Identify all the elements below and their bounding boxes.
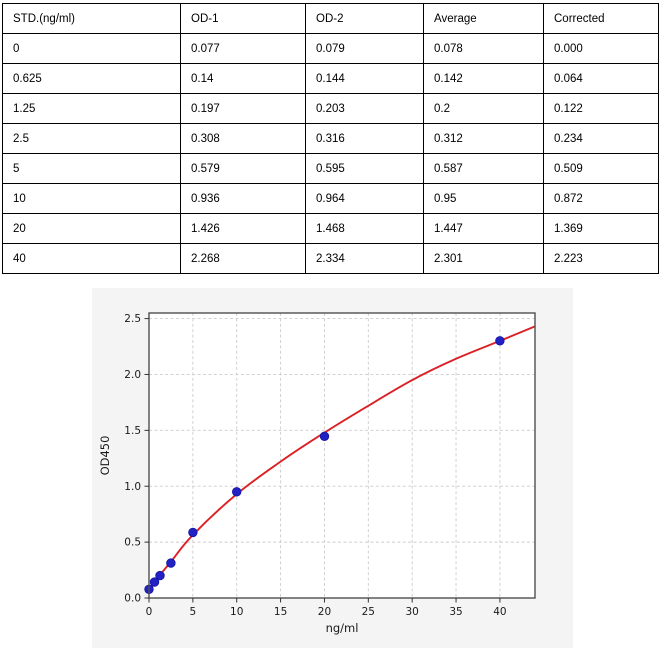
- od-value-cell: 1.369: [543, 213, 659, 244]
- table-row: 0 0.077 0.079 0.078 0.000: [2, 33, 659, 64]
- od-value-cell: 0.872: [543, 183, 659, 214]
- x-tick-label: 0: [146, 606, 153, 618]
- od-value-cell: 1.447: [423, 213, 544, 244]
- y-tick-label: 0.5: [124, 537, 141, 549]
- od-value-cell: 0.95: [423, 183, 544, 214]
- y-tick-label: 1.5: [124, 425, 141, 437]
- od-value-cell: 0.122: [543, 93, 659, 124]
- data-point-marker: [495, 336, 505, 346]
- od-value-cell: 0.316: [305, 123, 424, 154]
- y-axis-label: OD450: [98, 436, 112, 476]
- standards-table: STD.(ng/ml) OD-1 OD-2 Average Corrected 0 0.0…: [2, 3, 659, 274]
- data-point-marker: [149, 577, 160, 587]
- y-tick-label: 0.0: [124, 593, 141, 605]
- std-concentration-cell: 5: [2, 153, 181, 184]
- od-value-cell: 0.964: [305, 183, 424, 214]
- tick-labels: 0 5 10 15 20 25 30 35 40 0.0 0.5 1.0 1.5 2.0 2.5: [124, 313, 506, 618]
- table-row: 0.625 0.14 0.144 0.142 0.064: [2, 63, 659, 94]
- y-tick-label: 1.0: [124, 481, 141, 493]
- axes-frame: [148, 312, 536, 599]
- data-point-marker: [231, 487, 242, 497]
- column-header: STD.(ng/ml): [2, 3, 181, 34]
- table-row: 10 0.936 0.964 0.95 0.872: [2, 183, 659, 214]
- table-row: 1.25 0.197 0.203 0.2 0.122: [2, 93, 659, 124]
- od-value-cell: 0.509: [543, 153, 659, 184]
- od-value-cell: 0.587: [423, 153, 544, 184]
- std-concentration-cell: 1.25: [2, 93, 181, 124]
- od-value-cell: 2.268: [180, 243, 306, 274]
- od-value-cell: 1.426: [180, 213, 306, 244]
- x-tick-label: 5: [190, 606, 197, 618]
- od-value-cell: 0.308: [180, 123, 306, 154]
- plot-area: [149, 313, 535, 598]
- column-header: OD-1: [180, 3, 306, 34]
- table-header-row: STD.(ng/ml) OD-1 OD-2 Average Corrected: [2, 3, 659, 34]
- od-value-cell: 0.078: [423, 33, 544, 64]
- x-tick-label: 10: [230, 606, 243, 618]
- std-concentration-cell: 10: [2, 183, 181, 214]
- od-value-cell: 2.301: [423, 243, 544, 274]
- od-value-cell: 0.197: [180, 93, 306, 124]
- std-concentration-cell: 40: [2, 243, 181, 274]
- od-value-cell: 0.2: [423, 93, 544, 124]
- x-axis-label: ng/ml: [326, 621, 359, 635]
- data-point-marker: [319, 431, 330, 442]
- column-header: OD-2: [305, 3, 424, 34]
- std-concentration-cell: 0: [2, 33, 181, 64]
- od-value-cell: 2.223: [543, 243, 659, 274]
- x-tick-label: 30: [405, 606, 418, 618]
- table-body: 0 0.077 0.079 0.078 0.000 0.625 0.14 0.144 0.142…: [2, 33, 659, 274]
- standard-curve-chart-panel: 0 5 10 15 20 25 30 35 40 0.0 0.5 1.0 1.5 2.0 2.5 ng/ml O…: [92, 288, 573, 648]
- std-concentration-cell: 0.625: [2, 63, 181, 94]
- od-value-cell: 0.595: [305, 153, 424, 184]
- od-value-cell: 0.000: [543, 33, 659, 64]
- od-value-cell: 0.579: [180, 153, 306, 184]
- table-row: 5 0.579 0.595 0.587 0.509: [2, 153, 659, 184]
- od-value-cell: 0.203: [305, 93, 424, 124]
- standard-curve-chart: 0 5 10 15 20 25 30 35 40 0.0 0.5 1.0 1.5 2.0 2.5 ng/ml O…: [92, 288, 573, 648]
- od-value-cell: 0.144: [305, 63, 424, 94]
- x-tick-label: 40: [493, 606, 506, 618]
- od-value-cell: 0.077: [180, 33, 306, 64]
- data-point-marker: [188, 527, 198, 538]
- std-concentration-cell: 20: [2, 213, 181, 244]
- column-header: Average: [423, 3, 544, 34]
- od-value-cell: 1.468: [305, 213, 424, 244]
- od-value-cell: 0.234: [543, 123, 659, 154]
- x-tick-label: 35: [449, 606, 462, 618]
- od-value-cell: 0.142: [423, 63, 544, 94]
- column-header: Corrected: [543, 3, 659, 34]
- data-point-marker: [166, 558, 176, 568]
- x-tick-label: 15: [274, 606, 287, 618]
- y-tick-label: 2.0: [124, 369, 141, 381]
- od-value-cell: 0.064: [543, 63, 659, 94]
- std-concentration-cell: 2.5: [2, 123, 181, 154]
- y-tick-label: 2.5: [124, 313, 141, 325]
- table-row: 40 2.268 2.334 2.301 2.223: [2, 243, 659, 274]
- table-row: 20 1.426 1.468 1.447 1.369: [2, 213, 659, 244]
- standard-points: [144, 336, 505, 595]
- od-value-cell: 2.334: [305, 243, 424, 274]
- x-tick-label: 25: [362, 606, 375, 618]
- od-value-cell: 0.936: [180, 183, 306, 214]
- tick-marks: [144, 318, 501, 603]
- data-point-marker: [155, 570, 165, 581]
- od-value-cell: 0.079: [305, 33, 424, 64]
- x-tick-label: 20: [318, 606, 331, 618]
- od-value-cell: 0.312: [423, 123, 544, 154]
- od-value-cell: 0.14: [180, 63, 306, 94]
- table-row: 2.5 0.308 0.316 0.312 0.234: [2, 123, 659, 154]
